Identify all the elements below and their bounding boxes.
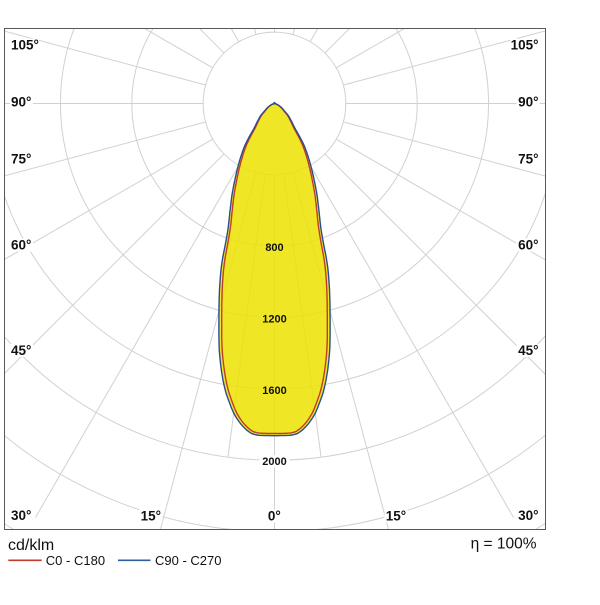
svg-text:60°: 60° — [518, 238, 538, 253]
svg-text:45°: 45° — [518, 343, 538, 358]
svg-text:1600: 1600 — [262, 385, 286, 397]
svg-text:η = 100%: η = 100% — [471, 535, 537, 552]
svg-text:60°: 60° — [11, 238, 31, 253]
svg-text:15°: 15° — [141, 509, 161, 524]
svg-text:45°: 45° — [11, 343, 31, 358]
svg-text:90°: 90° — [11, 95, 31, 110]
svg-text:2000: 2000 — [262, 456, 286, 468]
svg-text:0°: 0° — [268, 509, 281, 524]
svg-text:75°: 75° — [11, 152, 31, 167]
svg-text:C90 - C270: C90 - C270 — [155, 553, 221, 568]
svg-text:cd/klm: cd/klm — [8, 537, 54, 554]
svg-text:90°: 90° — [518, 95, 538, 110]
svg-text:1200: 1200 — [262, 314, 286, 326]
svg-text:800: 800 — [265, 242, 283, 254]
svg-text:75°: 75° — [518, 152, 538, 167]
svg-text:C0 - C180: C0 - C180 — [46, 553, 105, 568]
svg-text:30°: 30° — [11, 508, 31, 523]
svg-text:30°: 30° — [518, 508, 538, 523]
svg-text:15°: 15° — [386, 509, 406, 524]
svg-text:105°: 105° — [11, 38, 39, 53]
svg-text:105°: 105° — [511, 38, 539, 53]
